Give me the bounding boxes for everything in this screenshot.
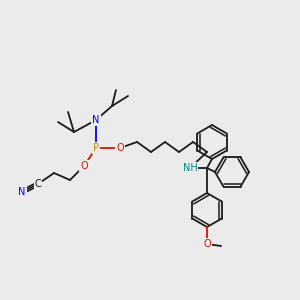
Text: C: C [34, 179, 41, 189]
Text: NH: NH [183, 163, 197, 173]
Text: O: O [116, 143, 124, 153]
Text: P: P [93, 143, 99, 153]
Text: O: O [203, 239, 211, 249]
Text: O: O [80, 161, 88, 171]
Text: N: N [18, 187, 26, 197]
Text: N: N [92, 115, 100, 125]
